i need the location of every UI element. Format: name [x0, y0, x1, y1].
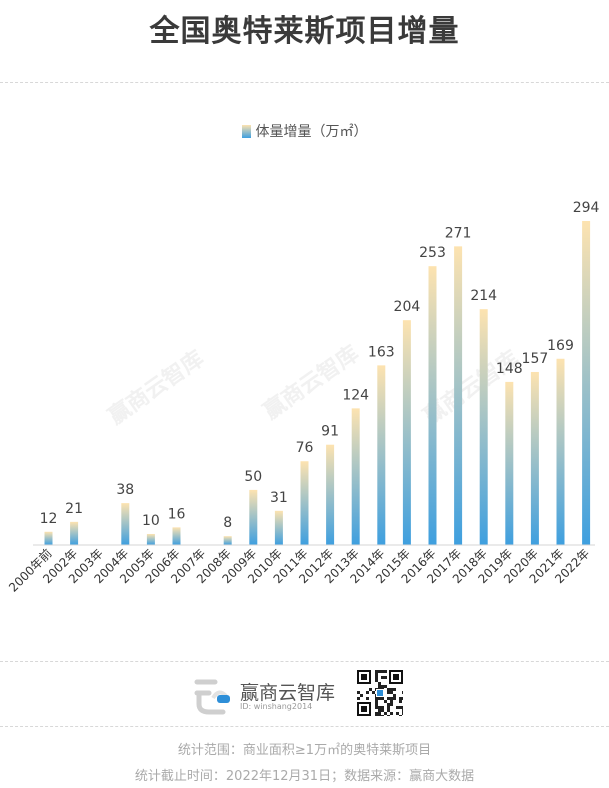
data-label-2008年: 8 — [223, 515, 232, 531]
footer-scope: 统计范围：商业面积≥1万㎡的奥特莱斯项目 — [177, 743, 432, 758]
title-divider — [0, 82, 609, 83]
data-label-2011年: 76 — [296, 440, 314, 456]
footer-divider-bottom — [0, 726, 609, 727]
bar-2005年 — [146, 533, 155, 545]
brand-id: ID: winshang2014 — [240, 702, 313, 711]
data-label-2013年: 124 — [342, 387, 369, 403]
data-label-2009年: 50 — [244, 469, 262, 485]
bar-2020年 — [530, 371, 539, 545]
data-label-2021年: 169 — [547, 338, 574, 354]
legend-label: 体量增量（万㎡） — [255, 124, 368, 140]
bar-2018年 — [479, 309, 488, 545]
data-label-2022年: 294 — [573, 200, 600, 216]
data-label-2019年: 148 — [496, 361, 523, 377]
bar-2011年 — [300, 461, 309, 545]
bar-2016年 — [428, 266, 437, 545]
bar-2010年 — [274, 510, 283, 545]
bar-2002年 — [70, 521, 79, 545]
data-label-2020年: 157 — [522, 351, 549, 367]
bar-2022年 — [582, 221, 591, 545]
data-label-2002年: 21 — [65, 501, 83, 517]
data-label-2016年: 253 — [419, 245, 446, 261]
bar-2014年 — [377, 365, 386, 545]
bar-2015年 — [402, 320, 411, 545]
footer-divider-top — [0, 661, 609, 662]
bar-2000年前 — [44, 531, 53, 545]
data-label-2012年: 91 — [321, 424, 339, 440]
data-label-2006年: 16 — [168, 506, 186, 522]
data-label-2014年: 163 — [368, 344, 395, 360]
bar-2006年 — [172, 527, 181, 545]
data-label-2000年前: 12 — [40, 511, 58, 527]
legend: 体量增量（万㎡） — [0, 121, 609, 141]
chart-title: 全国奥特莱斯项目增量 — [149, 14, 460, 49]
qr-code-icon — [357, 670, 403, 716]
data-label-2018年: 214 — [470, 288, 497, 304]
bar-2012年 — [326, 444, 335, 545]
bar-2019年 — [505, 381, 514, 545]
data-label-2017年: 271 — [445, 225, 472, 241]
data-label-2010年: 31 — [270, 490, 288, 506]
bar-2008年 — [223, 536, 232, 545]
bar-2017年 — [454, 246, 463, 546]
bar-2009年 — [249, 489, 258, 545]
data-label-2004年: 38 — [116, 482, 134, 498]
brand-logo-icon — [194, 679, 230, 715]
bar-2013年 — [351, 408, 360, 545]
data-label-2005年: 10 — [142, 513, 160, 529]
bar-2004年 — [121, 503, 130, 545]
bar-2021年 — [556, 358, 565, 545]
brand-name: 赢商云智库 — [240, 682, 336, 704]
legend-swatch — [241, 125, 251, 138]
footer-source: 统计截止时间：2022年12月31日；数据来源：赢商大数据 — [134, 769, 475, 784]
bar-chart: 122000年前212002年2003年382004年102005年162006… — [5, 200, 600, 595]
data-label-2015年: 204 — [394, 299, 421, 315]
